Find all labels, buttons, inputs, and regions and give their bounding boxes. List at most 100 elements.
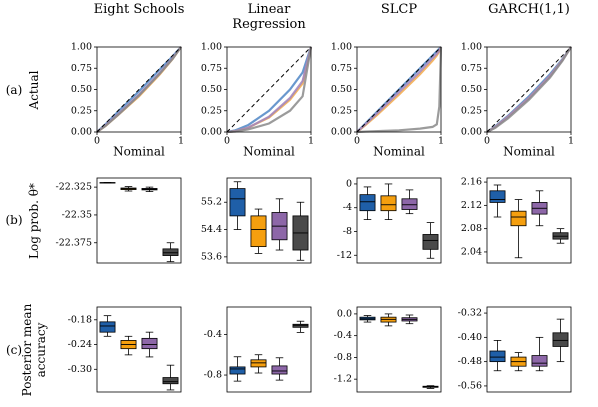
box xyxy=(141,337,158,350)
box xyxy=(162,248,179,256)
x-tick-label: 1 xyxy=(308,136,314,147)
y-tick-label: -0.18 xyxy=(68,314,92,325)
box xyxy=(422,234,439,250)
plot-frame xyxy=(486,177,572,264)
plot-frame xyxy=(96,46,182,133)
box xyxy=(250,215,267,248)
y-tick-label: -0.8 xyxy=(204,370,222,381)
x-axis-label: Nominal xyxy=(113,145,165,159)
y-axis-label: Actual xyxy=(27,70,41,109)
y-tick-label: -0.4 xyxy=(334,330,352,341)
y-tick-label: -0.32 xyxy=(458,308,482,319)
calibration-line xyxy=(356,46,443,134)
x-tick-label: 0 xyxy=(224,136,230,147)
box xyxy=(489,350,506,363)
plot-frame xyxy=(226,306,312,393)
x-axis-label: Nominal xyxy=(373,145,425,159)
column-title: GARCH(1,1) xyxy=(488,2,570,17)
y-tick-label: 0.00 xyxy=(461,127,482,138)
y-tick-label: 0.00 xyxy=(201,127,222,138)
x-tick-label: 1 xyxy=(568,136,574,147)
y-tick-label: 0.25 xyxy=(461,105,482,116)
y-tick-label: -0.56 xyxy=(458,380,482,391)
y-tick-label: -0.30 xyxy=(68,364,92,375)
box xyxy=(250,359,267,368)
x-axis-label: Nominal xyxy=(243,145,295,159)
box xyxy=(489,190,506,203)
box xyxy=(162,377,179,385)
column-title: SLCP xyxy=(380,2,418,17)
column-title: Linear Regression xyxy=(232,2,306,32)
calibration-line xyxy=(486,46,572,133)
y-tick-label: 0.25 xyxy=(201,105,222,116)
x-tick-label: 0 xyxy=(354,136,360,147)
box xyxy=(229,366,246,375)
y-tick-label: 0.50 xyxy=(71,84,92,95)
y-tick-label: 2.12 xyxy=(461,200,482,211)
y-tick-label: -1.2 xyxy=(334,374,352,385)
row-label: (c) xyxy=(5,343,23,357)
calibration-line xyxy=(96,46,182,133)
x-tick-label: 0 xyxy=(94,136,100,147)
y-tick-label: 55.2 xyxy=(201,197,222,208)
plot-frame xyxy=(226,46,312,133)
y-tick-label: -8 xyxy=(343,226,352,237)
y-tick-label: 0.75 xyxy=(201,63,222,74)
calibration-line xyxy=(226,46,313,134)
x-tick-label: 1 xyxy=(438,136,444,147)
y-tick-label: 1.00 xyxy=(201,42,222,53)
box xyxy=(359,194,376,212)
y-tick-label: 0.0 xyxy=(337,308,352,319)
y-tick-label: 0.00 xyxy=(71,127,92,138)
y-tick-label: -0.4 xyxy=(204,329,222,340)
plot-frame xyxy=(486,306,572,393)
x-tick-label: 1 xyxy=(178,136,184,147)
y-tick-label: 53.6 xyxy=(201,251,222,262)
plot-frame xyxy=(356,177,442,264)
plot-frame xyxy=(226,177,312,264)
box xyxy=(531,355,548,367)
y-tick-label: 0.75 xyxy=(71,63,92,74)
y-tick-label: -4 xyxy=(343,202,352,213)
y-tick-label: -12 xyxy=(337,250,352,261)
y-tick-label: -22.35 xyxy=(62,209,92,220)
box xyxy=(380,195,397,212)
column-title: Eight Schools xyxy=(93,2,185,17)
y-tick-label: 54.4 xyxy=(201,224,222,235)
y-tick-label: 0.75 xyxy=(461,63,482,74)
y-tick-label: -0.24 xyxy=(68,339,92,350)
plot-frame xyxy=(96,306,182,393)
y-tick-label: 1.00 xyxy=(71,42,92,53)
y-tick-label: 0.75 xyxy=(331,63,352,74)
x-tick-label: 0 xyxy=(484,136,490,147)
row-label: (a) xyxy=(5,83,23,97)
y-tick-label: 0.00 xyxy=(331,127,352,138)
plot-frame xyxy=(356,306,442,393)
y-tick-label: 0 xyxy=(346,178,352,189)
plot-frame xyxy=(486,46,572,133)
box xyxy=(510,210,527,227)
box xyxy=(271,365,288,375)
y-tick-label: -0.48 xyxy=(458,356,482,367)
y-tick-label: -0.40 xyxy=(458,332,482,343)
box xyxy=(401,198,418,210)
plot-frame xyxy=(356,46,442,133)
y-tick-label: 1.00 xyxy=(461,42,482,53)
y-tick-label: 1.00 xyxy=(331,42,352,53)
x-axis-label: Nominal xyxy=(503,145,555,159)
y-tick-label: -22.375 xyxy=(56,237,92,248)
box xyxy=(292,323,309,328)
calibration-line xyxy=(356,46,442,133)
reference-line xyxy=(486,46,572,133)
box xyxy=(552,332,569,347)
plot-frame xyxy=(96,177,182,264)
box xyxy=(99,321,116,333)
y-axis-label: Log prob. θ* xyxy=(27,182,41,259)
y-tick-label: 2.08 xyxy=(461,223,482,234)
reference-line xyxy=(226,46,312,133)
y-tick-label: 0.50 xyxy=(331,84,352,95)
reference-line xyxy=(96,46,182,133)
y-tick-label: 0.25 xyxy=(71,105,92,116)
